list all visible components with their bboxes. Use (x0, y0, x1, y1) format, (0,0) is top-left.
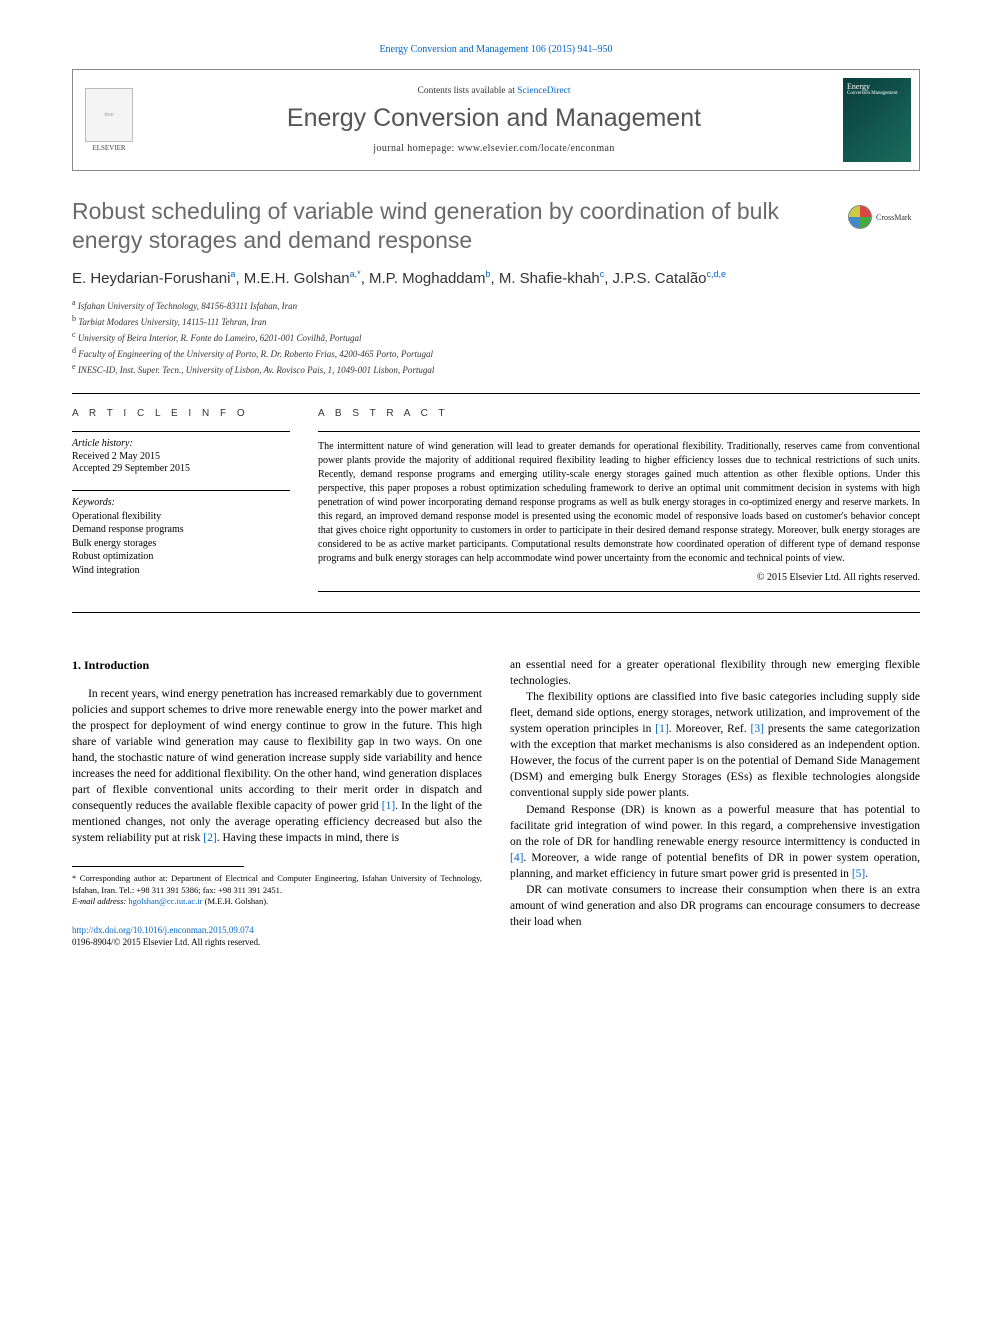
homepage-url[interactable]: www.elsevier.com/locate/enconman (458, 143, 615, 154)
elsevier-tree-icon: tree (85, 88, 133, 142)
crossmark-badge[interactable]: CrossMark (848, 201, 920, 233)
accepted-date: Accepted 29 September 2015 (72, 463, 290, 474)
body-paragraph: The flexibility options are classified i… (510, 689, 920, 802)
publisher-name: ELSEVIER (92, 144, 125, 152)
abstract-text: The intermittent nature of wind generati… (318, 440, 920, 566)
author-list: E. Heydarian-Forushania, M.E.H. Golshana… (72, 269, 920, 287)
cover-thumbnail-icon: Energy Conversion Management (843, 78, 911, 162)
divider (72, 490, 290, 491)
journal-name: Energy Conversion and Management (287, 104, 701, 133)
info-abstract-row: A R T I C L E I N F O Article history: R… (72, 394, 920, 612)
body-paragraph: Demand Response (DR) is known as a power… (510, 802, 920, 882)
body-columns: 1. Introduction In recent years, wind en… (72, 657, 920, 949)
page-root: Energy Conversion and Management 106 (20… (0, 0, 992, 989)
footer-block: http://dx.doi.org/10.1016/j.enconman.201… (72, 924, 482, 949)
crossmark-label: CrossMark (876, 213, 912, 222)
divider (72, 612, 920, 613)
doi-link[interactable]: http://dx.doi.org/10.1016/j.enconman.201… (72, 925, 254, 935)
right-column: an essential need for a greater operatio… (510, 657, 920, 949)
email-line: E-mail address: hgolshan@cc.iut.ac.ir (M… (72, 896, 482, 907)
journal-header: tree ELSEVIER Contents lists available a… (72, 69, 920, 171)
crossmark-icon (848, 205, 872, 229)
issn-copyright: 0196-8904/© 2015 Elsevier Ltd. All right… (72, 937, 260, 947)
body-paragraph: DR can motivate consumers to increase th… (510, 882, 920, 930)
keyword-item: Bulk energy storages (72, 537, 290, 551)
contents-lists-line: Contents lists available at ScienceDirec… (417, 86, 570, 96)
contents-prefix: Contents lists available at (417, 86, 517, 96)
journal-cover[interactable]: Energy Conversion Management (843, 78, 911, 162)
section-heading-intro: 1. Introduction (72, 657, 482, 674)
homepage-prefix: journal homepage: (373, 143, 457, 154)
right-paragraphs: an essential need for a greater operatio… (510, 657, 920, 931)
body-paragraph: In recent years, wind energy penetration… (72, 686, 482, 847)
cover-sub: Conversion Management (847, 91, 897, 96)
keyword-item: Demand response programs (72, 523, 290, 537)
keyword-item: Operational flexibility (72, 510, 290, 524)
article-info-heading: A R T I C L E I N F O (72, 408, 290, 419)
footnote-separator (72, 866, 244, 867)
email-label: E-mail address: (72, 896, 126, 906)
divider (318, 431, 920, 432)
sciencedirect-link[interactable]: ScienceDirect (517, 86, 570, 96)
title-block: Robust scheduling of variable wind gener… (72, 197, 920, 255)
keywords-list: Operational flexibilityDemand response p… (72, 510, 290, 578)
abstract-heading: A B S T R A C T (318, 408, 920, 419)
left-column: 1. Introduction In recent years, wind en… (72, 657, 482, 949)
cover-title: Energy (847, 82, 870, 91)
header-center: Contents lists available at ScienceDirec… (145, 70, 843, 170)
article-title: Robust scheduling of variable wind gener… (72, 197, 920, 255)
divider (72, 431, 290, 432)
abstract-column: A B S T R A C T The intermittent nature … (318, 408, 920, 600)
keyword-item: Wind integration (72, 564, 290, 578)
received-date: Received 2 May 2015 (72, 451, 290, 462)
email-attr: (M.E.H. Golshan). (205, 896, 269, 906)
citation-line: Energy Conversion and Management 106 (20… (72, 44, 920, 55)
divider (318, 591, 920, 592)
footnotes: * Corresponding author at: Department of… (72, 873, 482, 907)
publisher-logo[interactable]: tree ELSEVIER (73, 70, 145, 170)
article-history: Article history: Received 2 May 2015 Acc… (72, 438, 290, 474)
affiliations: a Isfahan University of Technology, 8415… (72, 297, 920, 377)
corresponding-author-note: * Corresponding author at: Department of… (72, 873, 482, 896)
left-paragraphs: In recent years, wind energy penetration… (72, 686, 482, 847)
corresponding-email-link[interactable]: hgolshan@cc.iut.ac.ir (128, 896, 202, 906)
history-label: Article history: (72, 438, 290, 449)
body-paragraph: an essential need for a greater operatio… (510, 657, 920, 689)
article-info-column: A R T I C L E I N F O Article history: R… (72, 408, 290, 600)
keywords-label: Keywords: (72, 497, 290, 508)
copyright-line: © 2015 Elsevier Ltd. All rights reserved… (318, 572, 920, 583)
keyword-item: Robust optimization (72, 550, 290, 564)
journal-homepage: journal homepage: www.elsevier.com/locat… (373, 143, 615, 154)
